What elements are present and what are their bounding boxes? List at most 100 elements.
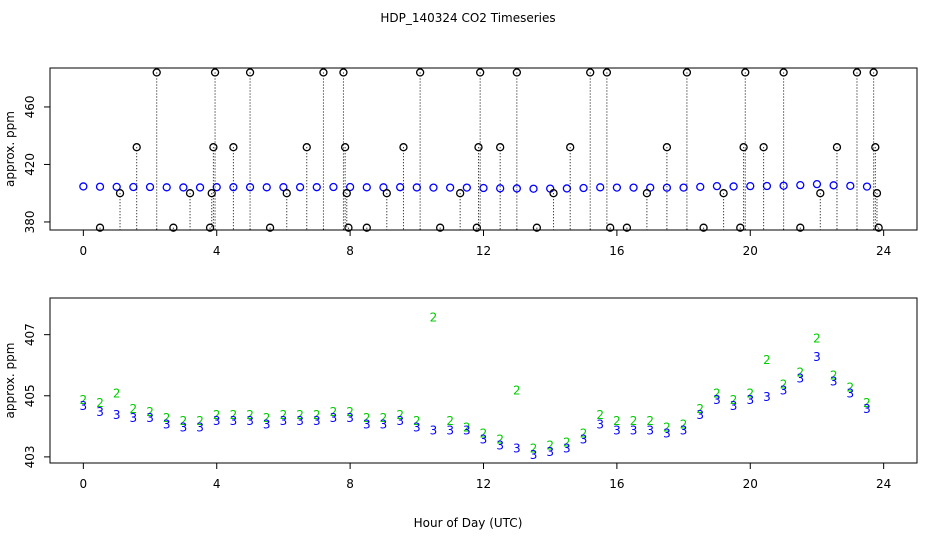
point [662, 143, 672, 152]
point [696, 182, 705, 192]
x-axis-label: Hour of Day (UTC) [414, 516, 523, 530]
point [759, 143, 768, 152]
point-marker: 3 [163, 417, 171, 431]
point [479, 183, 488, 193]
x-tick-label: 0 [80, 244, 88, 258]
point [195, 183, 205, 192]
point-marker: 2 [463, 420, 471, 434]
point-marker: 2 [513, 384, 521, 398]
point [736, 223, 745, 232]
y-axis-label: approx. ppm [3, 343, 17, 419]
point [412, 183, 421, 192]
point [329, 182, 338, 192]
point-marker: 3 [380, 417, 388, 431]
point-marker: 2 [246, 408, 254, 422]
point [566, 143, 575, 152]
point [265, 223, 275, 232]
x-tick-label: 0 [80, 477, 88, 491]
point-marker: 3 [513, 442, 521, 456]
point [829, 181, 838, 190]
point [169, 223, 178, 232]
point [295, 183, 305, 192]
point-marker: 3 [196, 420, 204, 434]
point-marker: 2 [680, 417, 688, 431]
point-marker: 3 [430, 423, 438, 437]
point-marker: 2 [180, 414, 188, 428]
y-tick-label: 460 [23, 96, 37, 119]
point-marker: 3 [830, 375, 838, 389]
point-marker: 2 [80, 393, 88, 407]
point-marker: 3 [146, 411, 154, 425]
point-marker: 3 [680, 423, 688, 437]
point [779, 181, 788, 190]
point-marker: 3 [780, 384, 788, 398]
point-marker: 2 [446, 414, 454, 428]
point [282, 189, 291, 198]
point [846, 181, 855, 191]
x-tick-label: 20 [743, 477, 758, 491]
point [382, 189, 391, 198]
point [415, 68, 425, 77]
x-tick-label: 4 [213, 244, 221, 258]
point [596, 183, 605, 192]
point [302, 143, 311, 152]
point-marker: 3 [280, 414, 288, 428]
x-tick-label: 8 [346, 244, 354, 258]
point [512, 68, 521, 77]
point [622, 223, 632, 232]
point-marker: 3 [480, 433, 488, 447]
point [642, 189, 652, 198]
point [429, 183, 438, 192]
point-marker: 2 [846, 381, 854, 395]
point [682, 68, 692, 77]
point-marker: 3 [496, 439, 504, 453]
point [874, 223, 883, 232]
point [115, 189, 125, 198]
y-tick-label: 405 [23, 384, 37, 407]
point-marker: 2 [730, 393, 738, 407]
point-marker: 2 [330, 405, 338, 419]
y-tick-label: 403 [23, 445, 37, 468]
point [532, 223, 542, 232]
point [129, 182, 138, 192]
point-marker: 2 [413, 414, 421, 428]
point [279, 183, 288, 192]
point-marker: 2 [496, 433, 504, 447]
point-marker: 3 [80, 399, 88, 413]
point [345, 182, 355, 192]
point-marker: 3 [230, 414, 238, 428]
point [862, 182, 872, 191]
point [586, 68, 595, 77]
point [562, 184, 572, 193]
point [245, 68, 255, 77]
point-marker: 2 [696, 402, 704, 416]
point [629, 183, 638, 192]
point [679, 183, 688, 192]
point [699, 223, 708, 232]
point [179, 183, 188, 192]
point-marker: 2 [263, 411, 271, 425]
point-marker: 3 [730, 399, 738, 413]
point [205, 223, 215, 232]
point [262, 183, 271, 192]
point [741, 68, 750, 77]
point-marker: 3 [563, 442, 571, 456]
point-marker: 3 [613, 423, 621, 437]
plot-frame [49, 67, 918, 231]
point [435, 223, 445, 232]
point-marker: 2 [563, 436, 571, 450]
point [342, 189, 351, 198]
point-marker: 3 [796, 371, 804, 385]
point [132, 143, 141, 152]
point-marker: 2 [813, 332, 821, 346]
x-tick-label: 8 [346, 477, 354, 491]
point-marker: 2 [346, 405, 354, 419]
y-axis-label: approx. ppm [3, 111, 17, 187]
point-marker: 3 [213, 414, 221, 428]
x-tick-label: 16 [609, 477, 624, 491]
point [344, 223, 353, 232]
point [145, 182, 155, 192]
point [462, 183, 471, 192]
y-tick-label: 407 [23, 323, 37, 346]
point-marker: 2 [630, 414, 638, 428]
